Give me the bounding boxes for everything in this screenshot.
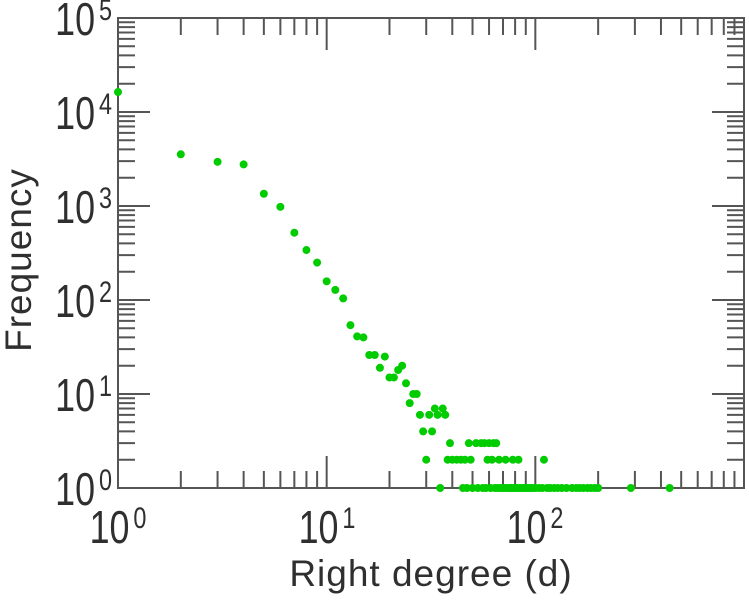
data-point <box>339 294 348 303</box>
data-point <box>398 361 407 370</box>
data-point <box>514 455 523 464</box>
y-tick-label-1e2: 10 2 <box>25 275 112 327</box>
data-point <box>380 352 389 361</box>
data-point <box>438 404 447 413</box>
data-point <box>114 88 122 97</box>
data-point <box>331 285 340 294</box>
data-point <box>176 150 185 159</box>
y-tick-label-1e5: 10 5 <box>25 0 112 42</box>
y-tick-label-1e0: 10 0 <box>25 463 112 515</box>
y-tick-label-1e3: 10 3 <box>25 181 112 233</box>
data-point <box>290 228 299 237</box>
tick-exponent: 1 <box>342 502 356 535</box>
tick-base: 10 <box>55 181 96 233</box>
tick-base: 10 <box>55 87 96 139</box>
data-point <box>405 399 414 408</box>
tick-base: 10 <box>89 501 130 553</box>
x-axis-title: Right degree (d) <box>289 553 573 594</box>
y-tick-label-1e1: 10 1 <box>25 369 112 421</box>
tick-exponent: 4 <box>98 88 112 121</box>
data-point <box>501 455 510 464</box>
data-point <box>436 484 445 492</box>
tick-exponent: 5 <box>98 0 112 27</box>
data-point <box>415 410 424 419</box>
data-point <box>239 160 248 169</box>
data-point <box>402 379 410 388</box>
tick-base: 10 <box>55 463 96 515</box>
data-point <box>370 350 379 359</box>
data-point <box>259 189 268 198</box>
data-point <box>626 484 635 492</box>
x-tick-label-1e2: 10 2 <box>473 501 598 553</box>
data-point <box>422 455 431 464</box>
data-point <box>492 439 501 448</box>
data-point <box>441 410 450 419</box>
data-point <box>346 321 355 330</box>
data-point <box>460 455 469 464</box>
data-point <box>213 157 222 166</box>
data-point <box>412 390 421 398</box>
data-point <box>539 455 548 464</box>
data-point <box>462 484 471 492</box>
x-tick-label-1e1: 10 1 <box>265 501 390 553</box>
tick-exponent: 3 <box>98 182 112 215</box>
data-point <box>302 246 311 255</box>
tick-exponent: 2 <box>98 276 112 309</box>
data-point <box>425 410 434 419</box>
y-axis-title: Frequency <box>0 168 39 352</box>
tick-base: 10 <box>55 275 96 327</box>
data-point <box>562 484 571 492</box>
tick-exponent: 1 <box>98 370 112 403</box>
data-point <box>419 427 428 436</box>
x-tick-label-1e0: 10 0 <box>56 501 181 553</box>
data-point <box>276 202 285 211</box>
data-point <box>428 427 437 436</box>
tick-base: 10 <box>55 369 96 421</box>
data-point <box>433 410 442 419</box>
data-point <box>322 277 331 286</box>
y-tick-label-1e4: 10 4 <box>25 87 112 139</box>
data-point <box>466 455 475 464</box>
data-point <box>488 455 497 464</box>
data-point <box>464 439 473 448</box>
data-point <box>375 363 384 372</box>
tick-exponent: 2 <box>550 502 564 535</box>
data-point <box>594 484 603 492</box>
data-point <box>365 350 374 359</box>
data-point <box>495 455 504 464</box>
tick-exponent: 0 <box>98 464 112 497</box>
tick-base: 10 <box>506 501 547 553</box>
data-point <box>508 455 517 464</box>
data-point <box>446 439 454 448</box>
data-point <box>665 484 674 492</box>
tick-exponent: 0 <box>133 502 147 535</box>
tick-base: 10 <box>298 501 339 553</box>
data-point <box>313 258 322 267</box>
tick-base: 10 <box>55 0 96 45</box>
axis-frame <box>117 17 745 489</box>
data-point <box>353 332 362 341</box>
data-point <box>389 373 398 382</box>
data-point <box>430 404 439 413</box>
data-point <box>359 333 368 342</box>
